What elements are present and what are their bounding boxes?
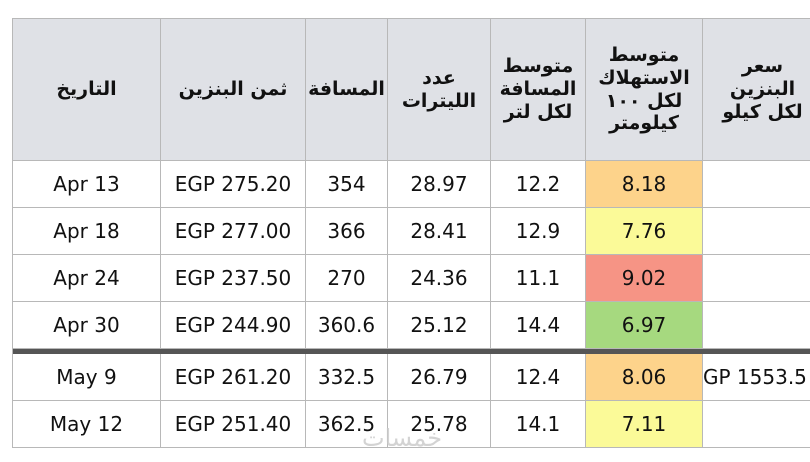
cell: 24.36 <box>388 255 491 302</box>
header-cell: التاريخ <box>13 19 161 161</box>
data-row: Apr 30 EGP 244.90 360.6 25.12 14.4 6.97 <box>13 302 810 349</box>
cell: EGP 251.40 <box>161 401 306 448</box>
header-cell: سعر البنزين لكل كيلو <box>703 19 810 161</box>
header-text: لكل لتر <box>503 100 573 123</box>
cell: 6.97 <box>586 302 703 349</box>
header-cell: متوسط المسافة لكل لتر <box>491 19 586 161</box>
cell: 11.1 <box>491 255 586 302</box>
cell: 354 <box>306 161 388 208</box>
cell: 12.2 <box>491 161 586 208</box>
cell: EGP 244.90 <box>161 302 306 349</box>
header-cell: ثمن البنزين <box>161 19 306 161</box>
header-text: عدد <box>422 66 456 89</box>
cell: 12.4 <box>491 354 586 401</box>
cell <box>703 208 810 255</box>
header-cell: متوسط الاستهلاك لكل ١٠٠ كيلومتر <box>586 19 703 161</box>
cell: 25.78 <box>388 401 491 448</box>
group-separator <box>13 349 810 354</box>
header-text: متوسط <box>502 55 574 78</box>
cell: EGP 275.20 <box>161 161 306 208</box>
header-text: كيلومتر <box>609 112 679 135</box>
cell: 14.4 <box>491 302 586 349</box>
header-cell: المسافة <box>306 19 388 161</box>
cell <box>703 161 810 208</box>
cell: 12.9 <box>491 208 586 255</box>
cell: GP 1553.5 <box>703 354 810 401</box>
header-row: التاريخ ثمن البنزين المسافة عدد الليترات متوس… <box>13 19 810 161</box>
cell: 362.5 <box>306 401 388 448</box>
data-row: May 9 EGP 261.20 332.5 26.79 12.4 8.06 GP 1553… <box>13 354 810 401</box>
header-cell: عدد الليترات <box>388 19 491 161</box>
cell: May 12 <box>13 401 161 448</box>
cell: 7.11 <box>586 401 703 448</box>
cell: 28.97 <box>388 161 491 208</box>
watermark: خمسات <box>362 424 443 452</box>
cell <box>703 401 810 448</box>
cell: EGP 261.20 <box>161 354 306 401</box>
cell: Apr 24 <box>13 255 161 302</box>
header-text: لكل كيلو <box>722 100 803 123</box>
cell: 7.76 <box>586 208 703 255</box>
header-text: سعر <box>741 55 784 78</box>
header-text: ثمن البنزين <box>178 78 288 101</box>
cell: 366 <box>306 208 388 255</box>
header-text: المسافة <box>499 78 577 101</box>
cell: 14.1 <box>491 401 586 448</box>
cell: EGP 237.50 <box>161 255 306 302</box>
header-text: البنزين <box>729 78 796 101</box>
cell: Apr 30 <box>13 302 161 349</box>
header-text: متوسط <box>608 43 680 66</box>
cell: Apr 13 <box>13 161 161 208</box>
cell: 360.6 <box>306 302 388 349</box>
table: التاريخ ثمن البنزين المسافة عدد الليترات متوس… <box>12 18 810 448</box>
header-text: الليترات <box>401 89 477 112</box>
cell: Apr 18 <box>13 208 161 255</box>
data-row: Apr 13 EGP 275.20 354 28.97 12.2 8.18 <box>13 161 810 208</box>
cell <box>703 255 810 302</box>
cell <box>703 302 810 349</box>
cell: 332.5 <box>306 354 388 401</box>
data-row: Apr 18 EGP 277.00 366 28.41 12.9 7.76 <box>13 208 810 255</box>
header-text: التاريخ <box>56 78 117 101</box>
cell: 26.79 <box>388 354 491 401</box>
cell: 28.41 <box>388 208 491 255</box>
cell: 9.02 <box>586 255 703 302</box>
cell: 8.06 <box>586 354 703 401</box>
cell: 25.12 <box>388 302 491 349</box>
cell: EGP 277.00 <box>161 208 306 255</box>
cell: 270 <box>306 255 388 302</box>
header-text: الاستهلاك <box>598 66 690 89</box>
cell: 8.18 <box>586 161 703 208</box>
cell: May 9 <box>13 354 161 401</box>
data-row: May 12 EGP 251.40 362.5 25.78 14.1 7.11 <box>13 401 810 448</box>
header-text: المسافة <box>308 78 385 101</box>
data-row: Apr 24 EGP 237.50 270 24.36 11.1 9.02 <box>13 255 810 302</box>
header-text: لكل ١٠٠ <box>605 89 683 112</box>
